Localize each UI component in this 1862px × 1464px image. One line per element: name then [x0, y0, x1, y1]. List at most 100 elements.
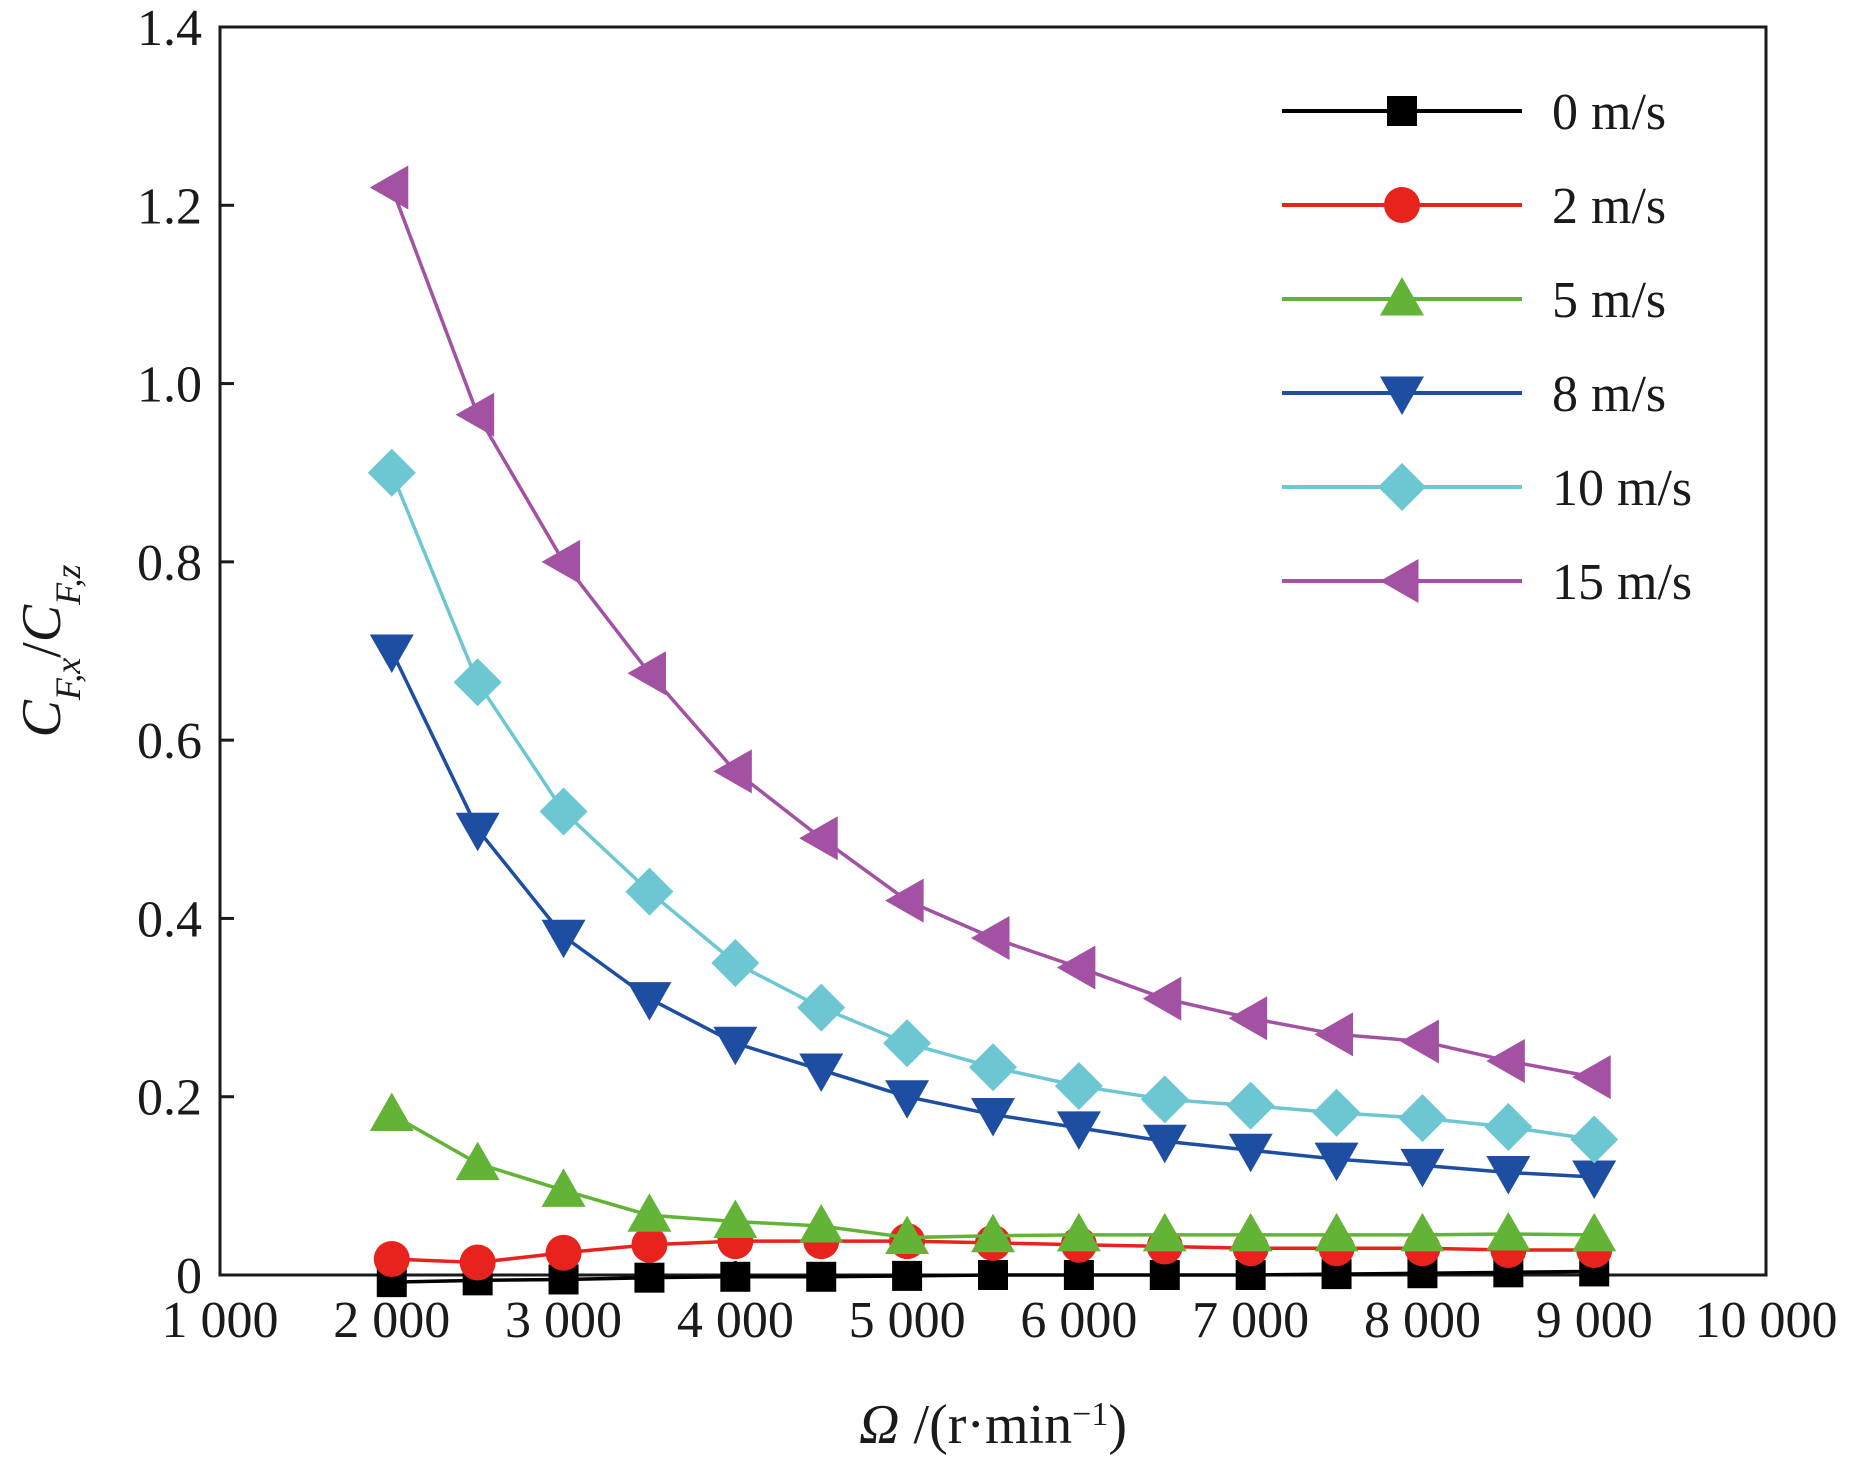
data-point — [1572, 1055, 1611, 1100]
data-point — [1314, 1212, 1359, 1252]
x-tick-label: 9 000 — [1536, 1292, 1653, 1349]
data-point — [1400, 1019, 1439, 1064]
data-point — [1314, 1012, 1354, 1057]
data-point — [1226, 1081, 1275, 1130]
legend-label: 2 m/s — [1552, 178, 1666, 235]
x-tick-label: 2 000 — [333, 1292, 450, 1349]
y-axis-title: CF,x/CF,z — [11, 565, 88, 738]
y-tick-label: 0.8 — [137, 535, 202, 592]
y-axis: 0 0.2 0.4 0.6 0.8 1.0 1.2 1.4 — [137, 0, 234, 1305]
legend-item: 2 m/s — [1282, 178, 1666, 235]
data-point — [1228, 1133, 1273, 1173]
data-point — [892, 1260, 923, 1291]
data-point — [541, 539, 581, 584]
data-point — [1572, 1212, 1617, 1252]
data-point — [1484, 1103, 1533, 1152]
data-point — [369, 1092, 414, 1132]
data-point — [369, 165, 409, 210]
legend-marker — [1380, 277, 1424, 316]
data-point — [969, 1043, 1017, 1092]
legend-marker — [1384, 187, 1420, 223]
data-point — [1486, 1155, 1531, 1195]
data-point — [1228, 1212, 1273, 1252]
data-point — [541, 1168, 586, 1207]
data-point — [1314, 1142, 1359, 1182]
data-point — [806, 1261, 837, 1292]
y-tick-label: 1.4 — [137, 0, 202, 57]
series-layer — [367, 165, 1619, 1298]
y-tick-label: 1.0 — [137, 357, 202, 414]
data-point — [1056, 1212, 1101, 1252]
data-point — [1140, 1075, 1189, 1124]
x-tick-label: 4 000 — [677, 1292, 794, 1349]
legend-item: 5 m/s — [1282, 272, 1666, 329]
data-point — [1142, 976, 1182, 1021]
y-tick-label: 1.2 — [137, 178, 202, 235]
data-point — [373, 1240, 410, 1277]
y-tick-label: 0.2 — [137, 1070, 202, 1127]
data-point — [1142, 1212, 1187, 1252]
data-point — [627, 982, 672, 1021]
data-point — [627, 1193, 672, 1232]
legend: 0 m/s 2 m/s 5 m/s 8 m/s 10 m/s 15 m/s — [1282, 84, 1692, 611]
data-point — [799, 1203, 844, 1243]
legend-item: 0 m/s — [1282, 84, 1666, 141]
data-point — [369, 634, 414, 673]
legend-item: 10 m/s — [1282, 460, 1692, 517]
series-5 — [369, 165, 1611, 1100]
data-point — [720, 1261, 751, 1292]
x-tick-label: 6 000 — [1020, 1292, 1137, 1349]
data-point — [713, 1199, 758, 1239]
data-point — [1572, 1160, 1617, 1199]
legend-label: 0 m/s — [1552, 84, 1666, 141]
data-point — [459, 1244, 496, 1281]
data-point — [885, 1215, 930, 1255]
data-point — [1056, 1111, 1101, 1150]
x-tick-label: 1 000 — [162, 1292, 279, 1349]
legend-item: 15 m/s — [1282, 554, 1692, 611]
legend-label: 8 m/s — [1552, 366, 1666, 423]
legend-label: 10 m/s — [1552, 460, 1692, 517]
series-2 — [369, 1092, 1617, 1255]
data-point — [631, 1226, 668, 1263]
y-tick-label: 0 — [176, 1248, 202, 1305]
y-tick-label: 0.6 — [137, 713, 202, 770]
x-axis-title: Ω /(r·min−1) — [859, 1394, 1127, 1456]
series-3 — [369, 634, 1617, 1199]
y-tick-label: 0.4 — [137, 891, 202, 948]
data-point — [971, 1213, 1015, 1253]
data-point — [978, 1260, 1008, 1290]
data-point — [797, 983, 846, 1032]
legend-label: 5 m/s — [1552, 272, 1666, 329]
legend-marker — [1380, 376, 1424, 415]
data-point — [885, 1080, 930, 1119]
data-point — [367, 448, 416, 497]
x-tick-label: 7 000 — [1192, 1292, 1309, 1349]
data-point — [1400, 1148, 1445, 1188]
data-point — [885, 878, 924, 923]
data-point — [711, 939, 760, 987]
data-point — [1486, 1039, 1525, 1084]
x-tick-label: 5 000 — [849, 1292, 966, 1349]
legend-marker — [1380, 559, 1419, 603]
data-point — [455, 392, 495, 437]
x-tick-label: 10 000 — [1695, 1292, 1838, 1349]
data-point — [713, 749, 752, 794]
data-point — [1312, 1088, 1361, 1137]
x-axis: 1 000 2 000 3 000 4 000 5 000 6 000 7 000 8 000… — [162, 1261, 1838, 1349]
data-point — [541, 919, 586, 959]
data-point — [799, 1053, 844, 1092]
data-point — [1228, 996, 1268, 1041]
data-point — [545, 1234, 582, 1271]
data-point — [627, 651, 666, 696]
legend-marker — [1378, 463, 1426, 511]
series-4 — [367, 448, 1619, 1164]
legend-label: 15 m/s — [1552, 554, 1692, 611]
data-point — [625, 867, 674, 916]
data-point — [1398, 1094, 1447, 1143]
data-point — [1149, 1260, 1180, 1290]
data-point — [883, 1019, 932, 1068]
data-point — [455, 812, 500, 852]
data-point — [1056, 945, 1096, 990]
